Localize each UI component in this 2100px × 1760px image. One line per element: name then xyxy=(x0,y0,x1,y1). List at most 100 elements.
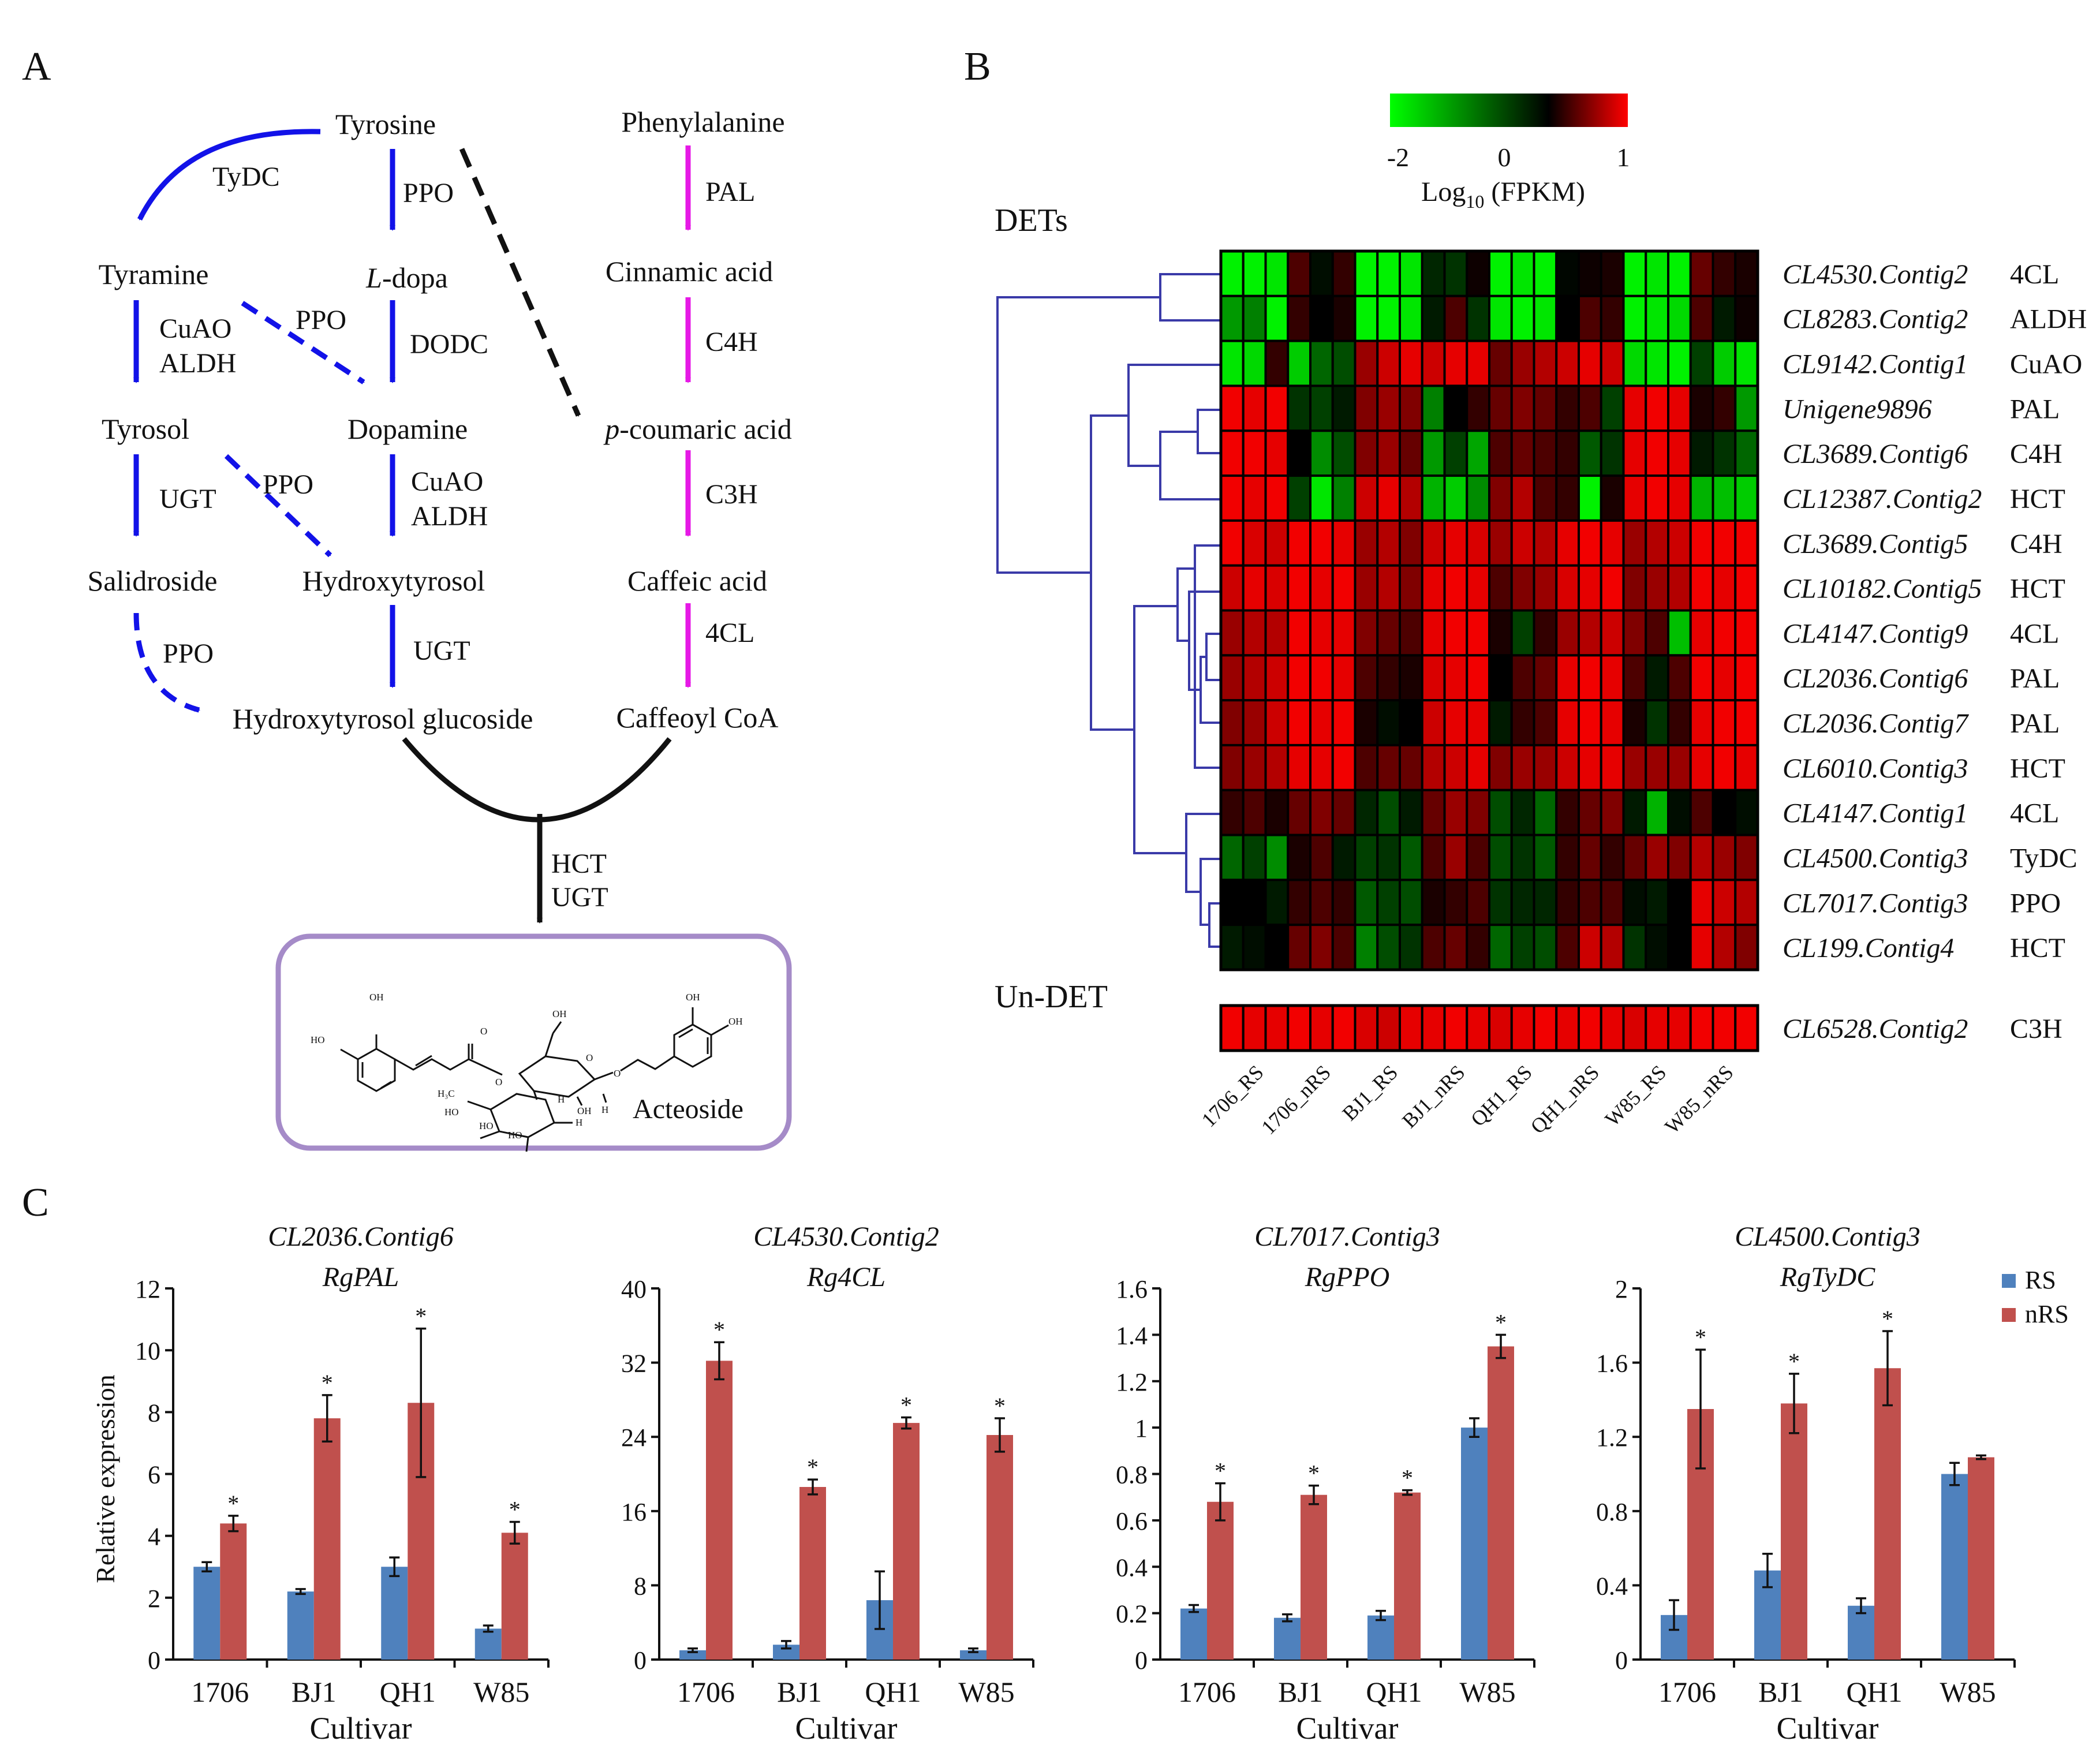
heatmap-undet-row-cell xyxy=(1220,1004,1245,1052)
heatmap-row-1-cell xyxy=(1287,250,1311,297)
heatmap-row-12-cell xyxy=(1466,743,1490,791)
bar-rs xyxy=(1180,1608,1207,1660)
error-bar xyxy=(781,1640,791,1650)
heatmap-row-10-cell xyxy=(1533,654,1558,702)
error-bar xyxy=(1215,1482,1225,1522)
heatmap-row-8-cell xyxy=(1488,564,1513,612)
node-pcoumaric-p: p xyxy=(603,413,619,445)
heatmap-row-3-cell xyxy=(1287,339,1311,387)
heatmap-row-3-cell xyxy=(1510,339,1535,387)
significance-star: * xyxy=(1308,1460,1320,1486)
heatmap-row-9-cell xyxy=(1399,609,1423,657)
heatmap-row-16-cell xyxy=(1242,924,1267,971)
dendro-link-1 xyxy=(1159,273,1221,322)
heatmap-row-13-cell xyxy=(1712,789,1737,836)
heatmap-row-5-cell xyxy=(1264,429,1290,477)
heatmap-row-4-cell xyxy=(1488,384,1513,432)
heatmap-panel: B -2 0 1 Log10 (FPKM) DETs Un-DET xyxy=(964,44,2087,1139)
heatmap-row-11-cell xyxy=(1734,699,1759,746)
heatmap-row-10-cell xyxy=(1399,654,1423,702)
heatmap-undet-row-enzyme-label: C3H xyxy=(2010,1014,2062,1044)
heatmap-row-10-cell xyxy=(1443,654,1468,702)
atom-ho-1: HO xyxy=(311,1034,325,1045)
heatmap-row-2-cell xyxy=(1734,294,1759,342)
heatmap-row-8-cell xyxy=(1533,564,1558,612)
heatmap-row-7-cell xyxy=(1443,519,1468,567)
heatmap-row-5-cell xyxy=(1734,429,1759,477)
heatmap-row-15-cell xyxy=(1443,879,1468,926)
heatmap-row-14-cell xyxy=(1734,834,1759,881)
node-phenylalanine: Phenylalanine xyxy=(621,106,784,138)
heatmap-row-12-cell xyxy=(1376,743,1401,791)
acteoside-structure xyxy=(340,1007,729,1152)
heatmap-row-9-cell xyxy=(1578,609,1602,657)
heatmap-row-10-cell xyxy=(1712,654,1737,702)
bar-chart-1: CL2036.Contig6 RgPAL 0 2 4 6 8 10 12 1706 * BJ1 * QH1… xyxy=(135,1221,550,1746)
enzyme-ppo-4: PPO xyxy=(163,638,214,669)
enzyme-ppo-1: PPO xyxy=(403,178,454,208)
heatmap-row-8-cell xyxy=(1622,564,1647,612)
heatmap-row-2-cell xyxy=(1466,294,1490,342)
error-bar xyxy=(808,1478,818,1496)
y-tick-label: 0 xyxy=(148,1646,160,1675)
heatmap-row-15-cell xyxy=(1354,879,1379,926)
heatmap-row-1-cell xyxy=(1533,250,1558,297)
heatmap-row-16-cell xyxy=(1376,924,1401,971)
heatmap-row-4-cell xyxy=(1376,384,1401,432)
significance-star: * xyxy=(994,1393,1006,1419)
heatmap-row-11-cell xyxy=(1309,699,1334,746)
heatmap-row-4-cell xyxy=(1287,384,1311,432)
heatmap-row-12-cell xyxy=(1533,743,1558,791)
significance-star: * xyxy=(1495,1309,1507,1335)
heatmap-row-2-cell xyxy=(1242,294,1267,342)
heatmap-row-7-cell xyxy=(1331,519,1357,567)
heatmap-row-15-cell xyxy=(1712,879,1737,926)
dendro-link-10 xyxy=(1208,902,1221,948)
y-tick-label: 0.4 xyxy=(1116,1553,1148,1582)
heatmap-row-4-gene-label: Unigene9896 xyxy=(1783,394,1932,424)
colorbar-title-sub: 10 xyxy=(1466,191,1484,212)
node-salidroside: Salidroside xyxy=(88,565,218,597)
heatmap-row-15-cell xyxy=(1287,879,1311,926)
heatmap-row-16-cell xyxy=(1264,924,1290,971)
significance-star: * xyxy=(322,1370,333,1396)
heatmap-undet-row-cell xyxy=(1510,1004,1535,1052)
heatmap-row-11-cell xyxy=(1667,699,1692,746)
bar-nrs xyxy=(220,1523,247,1660)
heatmap-row-7-cell xyxy=(1354,519,1379,567)
heatmap-row-7-enzyme-label: C4H xyxy=(2010,529,2062,559)
heatmap-row-8-cell xyxy=(1466,564,1490,612)
heatmap-row-6-cell xyxy=(1712,474,1737,522)
heatmap-row-8-cell xyxy=(1712,564,1737,612)
y-tick-label: 10 xyxy=(135,1337,160,1365)
error-bar xyxy=(1469,1417,1479,1438)
heatmap-row-12-cell xyxy=(1331,743,1357,791)
heatmap-row-8-cell xyxy=(1242,564,1267,612)
heatmap-row-8-cell xyxy=(1287,564,1311,612)
heatmap-undet-row-cell xyxy=(1421,1004,1446,1052)
heatmap-row-5-cell xyxy=(1600,429,1625,477)
heatmap-row-13-cell xyxy=(1466,789,1490,836)
heatmap-row-7-cell xyxy=(1376,519,1401,567)
heatmap-row-11-cell xyxy=(1533,699,1558,746)
heatmap-row-12-enzyme-label: HCT xyxy=(2010,753,2065,784)
heatmap-row-1-cell xyxy=(1264,250,1290,297)
bar-nrs xyxy=(706,1361,733,1660)
heatmap-row-14-cell xyxy=(1264,834,1290,881)
y-tick-label: 1.6 xyxy=(1116,1275,1148,1303)
heatmap-row-12-cell xyxy=(1287,743,1311,791)
heatmap-row-2-cell xyxy=(1421,294,1446,342)
heatmap-row-7-cell xyxy=(1466,519,1490,567)
heatmap-row-16-cell xyxy=(1443,924,1468,971)
colorbar xyxy=(1390,94,1628,127)
error-bar xyxy=(1695,1348,1706,1470)
bar-nrs xyxy=(1301,1494,1327,1660)
heatmap-row-4-cell xyxy=(1600,384,1625,432)
significance-star: * xyxy=(1402,1465,1413,1491)
atom-ho-2: HO xyxy=(444,1107,459,1118)
heatmap-row-13-cell xyxy=(1443,789,1468,836)
heatmap-row-2-cell xyxy=(1578,294,1602,342)
heatmap-row-5-cell xyxy=(1645,429,1669,477)
heatmap-row-6-cell xyxy=(1667,474,1692,522)
